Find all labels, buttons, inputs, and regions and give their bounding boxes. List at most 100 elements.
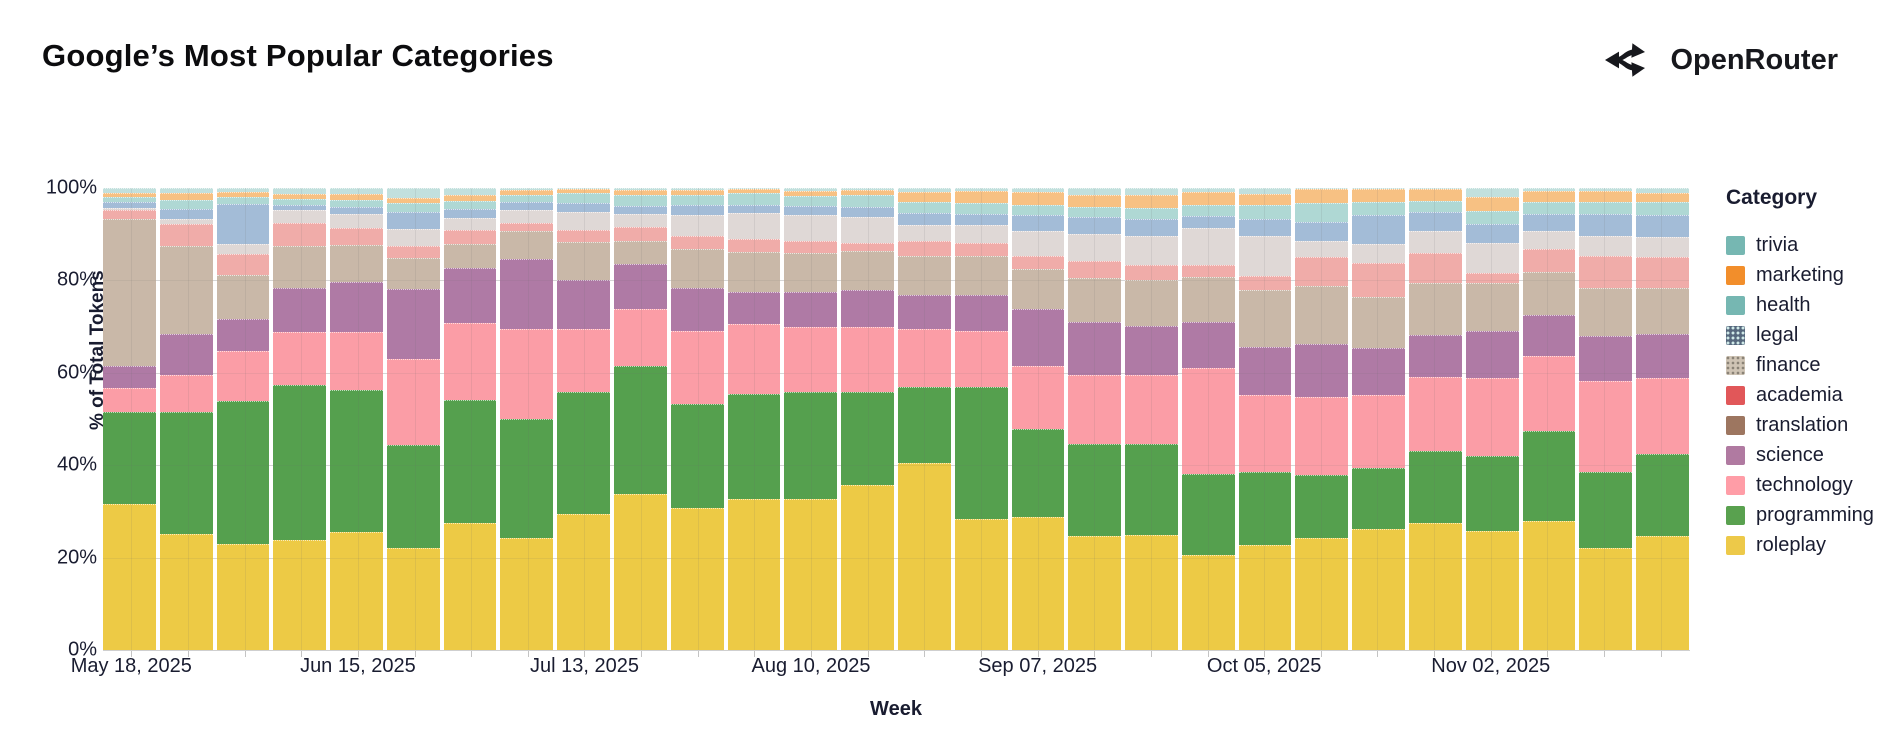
bar-segment-marketing[interactable]: [727, 189, 781, 194]
bar-segment-science[interactable]: [386, 289, 440, 360]
bar-segment-legal[interactable]: [841, 207, 894, 218]
bar-segment-translation[interactable]: [330, 244, 383, 283]
bar-segment-trivia[interactable]: [159, 188, 213, 194]
bar-segment-science[interactable]: [897, 295, 951, 329]
bar-segment-marketing[interactable]: [897, 192, 951, 203]
bar-segment-translation[interactable]: [1636, 288, 1689, 335]
bar-segment-health[interactable]: [216, 196, 270, 204]
bar-segment-finance[interactable]: [1522, 231, 1576, 250]
bar-segment-marketing[interactable]: [614, 190, 667, 195]
bar-segment-programming[interactable]: [1011, 429, 1065, 518]
bar-segment-translation[interactable]: [443, 243, 497, 268]
bar-segment-trivia[interactable]: [954, 188, 1008, 192]
bar-segment-finance[interactable]: [897, 225, 951, 241]
bar-segment-programming[interactable]: [330, 389, 383, 532]
bar-segment-trivia[interactable]: [1125, 188, 1178, 196]
bar-segment-science[interactable]: [273, 288, 327, 332]
bar-segment-trivia[interactable]: [670, 188, 724, 190]
bar-segment-marketing[interactable]: [1636, 192, 1689, 203]
bar-segment-trivia[interactable]: [897, 188, 951, 193]
bar-segment-programming[interactable]: [216, 400, 270, 544]
bar-segment-legal[interactable]: [443, 209, 497, 219]
bar-segment-science[interactable]: [330, 282, 383, 332]
bar-segment-trivia[interactable]: [1465, 188, 1519, 198]
bar-segment-finance[interactable]: [1125, 235, 1178, 265]
bar-segment-science[interactable]: [1579, 335, 1633, 381]
bar-segment-health[interactable]: [670, 195, 724, 206]
bar-segment-science[interactable]: [1238, 346, 1292, 396]
bar-segment-roleplay[interactable]: [841, 485, 894, 650]
bar-segment-roleplay[interactable]: [1352, 529, 1405, 650]
bar-segment-trivia[interactable]: [1011, 188, 1065, 192]
bar-segment-technology[interactable]: [897, 328, 951, 387]
bar-segment-academia[interactable]: [273, 223, 327, 247]
bar-segment-academia[interactable]: [159, 224, 213, 247]
bar-segment-marketing[interactable]: [1522, 190, 1576, 203]
bar-segment-legal[interactable]: [1295, 221, 1349, 242]
bar-segment-legal[interactable]: [103, 201, 156, 208]
bar-segment-translation[interactable]: [1125, 279, 1178, 326]
bar-segment-science[interactable]: [841, 290, 894, 328]
bar-segment-translation[interactable]: [500, 230, 554, 260]
bar-segment-translation[interactable]: [1011, 269, 1065, 309]
bar-segment-translation[interactable]: [1408, 283, 1462, 335]
bar-segment-marketing[interactable]: [386, 198, 440, 204]
bar-segment-academia[interactable]: [1295, 257, 1349, 287]
bar-segment-academia[interactable]: [1068, 261, 1122, 279]
bar-segment-trivia[interactable]: [386, 188, 440, 199]
bar-segment-academia[interactable]: [216, 254, 270, 276]
bar-segment-finance[interactable]: [841, 217, 894, 243]
bar-segment-health[interactable]: [954, 203, 1008, 215]
bar-segment-programming[interactable]: [1636, 453, 1689, 537]
bar-segment-finance[interactable]: [386, 229, 440, 247]
bar-segment-translation[interactable]: [216, 275, 270, 319]
bar-segment-translation[interactable]: [1465, 283, 1519, 331]
bar-segment-programming[interactable]: [614, 366, 667, 494]
bar-segment-health[interactable]: [841, 194, 894, 207]
bar-segment-trivia[interactable]: [557, 188, 611, 190]
bar-segment-health[interactable]: [273, 198, 327, 205]
bar-segment-translation[interactable]: [386, 258, 440, 290]
bar-segment-roleplay[interactable]: [784, 498, 838, 650]
bar-segment-health[interactable]: [897, 202, 951, 214]
bar-segment-science[interactable]: [443, 267, 497, 323]
bar-segment-science[interactable]: [1125, 325, 1178, 375]
bar-segment-finance[interactable]: [784, 215, 838, 241]
bar-segment-trivia[interactable]: [443, 188, 497, 196]
bar-segment-finance[interactable]: [614, 213, 667, 228]
bar-segment-roleplay[interactable]: [1465, 531, 1519, 650]
bar-segment-health[interactable]: [1181, 204, 1235, 216]
bar-segment-academia[interactable]: [1125, 264, 1178, 280]
bar-segment-translation[interactable]: [614, 240, 667, 265]
bar-segment-science[interactable]: [1352, 347, 1405, 396]
bar-segment-roleplay[interactable]: [1579, 547, 1633, 650]
bar-segment-technology[interactable]: [159, 374, 213, 413]
bar-segment-technology[interactable]: [727, 323, 781, 394]
bar-segment-roleplay[interactable]: [727, 498, 781, 650]
bar-segment-marketing[interactable]: [1352, 189, 1405, 202]
bar-segment-health[interactable]: [386, 203, 440, 213]
bar-segment-translation[interactable]: [1181, 276, 1235, 323]
bar-segment-academia[interactable]: [500, 223, 554, 231]
bar-segment-trivia[interactable]: [1238, 188, 1292, 194]
bar-segment-technology[interactable]: [216, 350, 270, 401]
bar-segment-marketing[interactable]: [443, 195, 497, 201]
bar-segment-academia[interactable]: [1465, 273, 1519, 284]
bar-segment-science[interactable]: [500, 259, 554, 329]
bar-segment-legal[interactable]: [1522, 213, 1576, 232]
bar-segment-technology[interactable]: [1181, 368, 1235, 474]
bar-segment-trivia[interactable]: [500, 188, 554, 191]
bar-segment-academia[interactable]: [386, 246, 440, 259]
bar-segment-roleplay[interactable]: [330, 531, 383, 650]
bar-segment-programming[interactable]: [1408, 451, 1462, 523]
bar-segment-technology[interactable]: [1522, 356, 1576, 432]
bar-segment-health[interactable]: [614, 194, 667, 206]
bar-segment-marketing[interactable]: [1295, 189, 1349, 204]
bar-segment-finance[interactable]: [1295, 241, 1349, 258]
bar-segment-marketing[interactable]: [500, 190, 554, 195]
bar-segment-finance[interactable]: [273, 210, 327, 224]
bar-segment-roleplay[interactable]: [670, 508, 724, 650]
bar-segment-finance[interactable]: [330, 213, 383, 228]
bar-segment-science[interactable]: [1181, 322, 1235, 369]
bar-segment-academia[interactable]: [103, 210, 156, 219]
